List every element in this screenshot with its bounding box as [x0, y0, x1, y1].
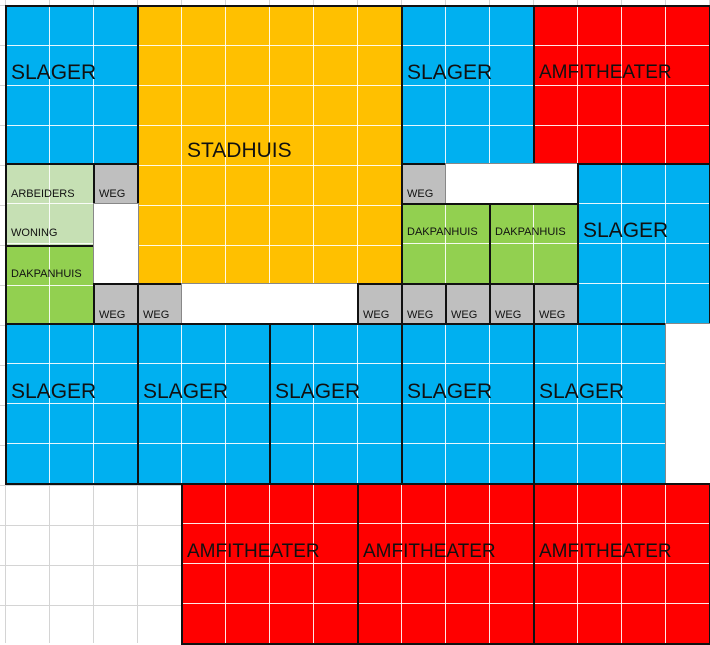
- amfitheater-block-bottom-3: AMFITHEATER: [533, 483, 710, 645]
- slager-block-row-2: SLAGER: [137, 323, 271, 485]
- dakpanhuis-block: DAKPANHUIS: [489, 203, 579, 285]
- weg-label: WEG: [451, 309, 478, 321]
- amfitheater-block-top-right: AMFITHEATER: [533, 5, 710, 165]
- amfitheater-label: AMFITHEATER: [539, 62, 672, 83]
- slager-block-row-3: SLAGER: [269, 323, 403, 485]
- stadhuis-block: STADHUIS: [137, 5, 403, 285]
- slager-block-row-5: SLAGER: [533, 323, 667, 485]
- slager-label: SLAGER: [583, 219, 669, 242]
- weg-label: WEG: [99, 188, 126, 200]
- weg-label: WEG: [99, 309, 126, 321]
- weg-tile: WEG: [401, 163, 447, 205]
- empty-lot: [93, 203, 139, 285]
- dakpanhuis-label: DAKPANHUIS: [495, 226, 566, 238]
- weg-tile: WEG: [357, 283, 403, 325]
- amfitheater-label: AMFITHEATER: [363, 541, 496, 562]
- slager-block-top-left: SLAGER: [5, 5, 139, 165]
- amfitheater-label: AMFITHEATER: [539, 541, 672, 562]
- weg-label: WEG: [407, 188, 434, 200]
- dakpanhuis-block: DAKPANHUIS: [401, 203, 491, 285]
- slager-block-right: SLAGER: [577, 163, 710, 325]
- slager-label: SLAGER: [539, 380, 625, 403]
- weg-tile: WEG: [137, 283, 183, 325]
- weg-tile: WEG: [93, 283, 139, 325]
- amfitheater-block-bottom-1: AMFITHEATER: [181, 483, 359, 645]
- weg-label: WEG: [495, 309, 522, 321]
- weg-label: WEG: [143, 309, 170, 321]
- weg-tile: WEG: [401, 283, 447, 325]
- slager-block-row-4: SLAGER: [401, 323, 535, 485]
- weg-tile: WEG: [445, 283, 491, 325]
- arbeiders-label: ARBEIDERS: [11, 188, 75, 200]
- slager-label: SLAGER: [11, 380, 97, 403]
- weg-tile: WEG: [93, 163, 139, 205]
- amfitheater-block-bottom-2: AMFITHEATER: [357, 483, 535, 645]
- dakpanhuis-label: DAKPANHUIS: [11, 268, 82, 280]
- slager-label: SLAGER: [143, 380, 229, 403]
- empty-road-strip: [181, 283, 359, 325]
- empty-lot: [445, 163, 579, 205]
- dakpanhuis-block-left: DAKPANHUIS: [5, 245, 95, 325]
- weg-label: WEG: [407, 309, 434, 321]
- slager-block-row-1: SLAGER: [5, 323, 139, 485]
- weg-tile: WEG: [533, 283, 579, 325]
- weg-label: WEG: [539, 309, 566, 321]
- amfitheater-label: AMFITHEATER: [187, 541, 320, 562]
- weg-label: WEG: [363, 309, 390, 321]
- slager-label: SLAGER: [407, 61, 493, 84]
- woning-label: WONING: [11, 227, 58, 239]
- empty-lot: [665, 323, 710, 485]
- stadhuis-label: STADHUIS: [187, 139, 292, 162]
- slager-label: SLAGER: [275, 380, 361, 403]
- slager-label: SLAGER: [407, 380, 493, 403]
- weg-tile: WEG: [489, 283, 535, 325]
- slager-label: SLAGER: [11, 61, 97, 84]
- dakpanhuis-label: DAKPANHUIS: [407, 226, 478, 238]
- slager-block-top-middle: SLAGER: [401, 5, 535, 165]
